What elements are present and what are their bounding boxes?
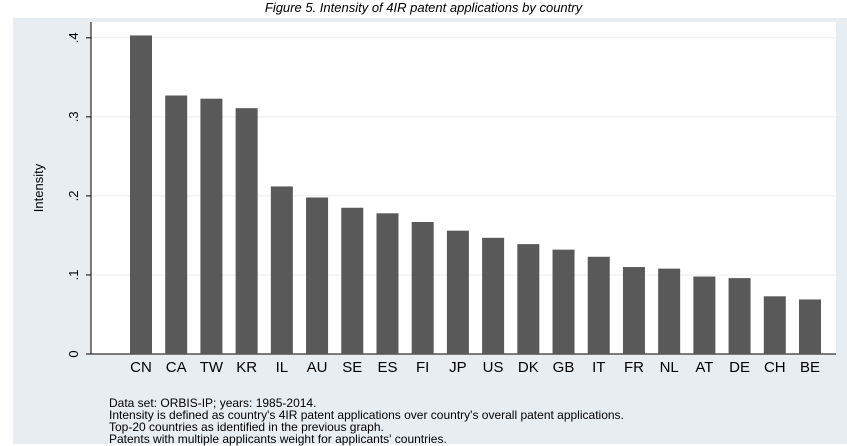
bar [482, 237, 505, 354]
x-tick-label: AU [307, 359, 328, 376]
bar [728, 278, 751, 354]
x-tick-label: SE [342, 359, 362, 376]
x-tick-label: US [483, 359, 504, 376]
note-line: Patents with multiple applicants weight … [109, 432, 447, 446]
bar [165, 95, 188, 354]
x-tick-label: JP [449, 359, 467, 376]
x-tick-label: FR [624, 359, 644, 376]
x-tick-label: CN [130, 359, 152, 376]
y-axis-title: Intensity [31, 163, 46, 212]
y-tick-label: .2 [66, 190, 81, 201]
bar [799, 299, 821, 354]
y-tick-label: .3 [66, 111, 81, 122]
bar [306, 197, 329, 354]
x-tick-label: DK [518, 359, 539, 376]
bar [693, 276, 716, 354]
bar [200, 98, 223, 354]
x-tick-label: BE [800, 359, 820, 376]
note-line: Top-20 countries as identified in the pr… [109, 420, 384, 434]
x-tick-label: GB [553, 359, 575, 376]
bar [235, 108, 258, 355]
y-tick-label: 0 [66, 350, 81, 357]
note-line: Data set: ORBIS-IP; years: 1985-2014. [109, 396, 317, 410]
x-tick-label: CH [764, 359, 786, 376]
bar [341, 207, 364, 354]
bar [376, 213, 399, 354]
x-tick-label: ES [377, 359, 397, 376]
y-tick-label: .1 [66, 270, 81, 281]
bar [622, 267, 645, 354]
x-tick-label: NL [660, 359, 679, 376]
x-tick-label: KR [236, 359, 257, 376]
x-tick-label: AT [695, 359, 713, 376]
chart-area: 0 .1 .2 .3 .4 Intensity CN CA TW KR IL AU SE ES FI JP US… [13, 18, 847, 445]
note-line: Intensity is defined as country's 4IR pa… [109, 408, 624, 422]
x-tick-label: FI [416, 359, 429, 376]
bar [270, 186, 293, 354]
bar-chart: 0 .1 .2 .3 .4 Intensity CN CA TW KR IL AU SE ES FI JP US… [31, 22, 836, 376]
bar [411, 221, 434, 354]
x-tick-label: TW [200, 359, 224, 376]
x-tick-label: IL [276, 359, 289, 376]
x-tick-label: DE [729, 359, 750, 376]
y-tick-label: .4 [66, 32, 81, 43]
bar [130, 35, 152, 354]
x-tick-label: IT [592, 359, 605, 376]
x-tick-label: CA [166, 359, 187, 376]
bar [446, 230, 469, 354]
bar [587, 256, 610, 354]
chart-notes: Data set: ORBIS-IP; years: 1985-2014. In… [109, 397, 847, 445]
bar [517, 244, 540, 354]
page-title: Figure 5. Intensity of 4IR patent applic… [264, 0, 583, 15]
bar [658, 268, 681, 354]
bar [763, 296, 786, 354]
bar [552, 249, 575, 354]
